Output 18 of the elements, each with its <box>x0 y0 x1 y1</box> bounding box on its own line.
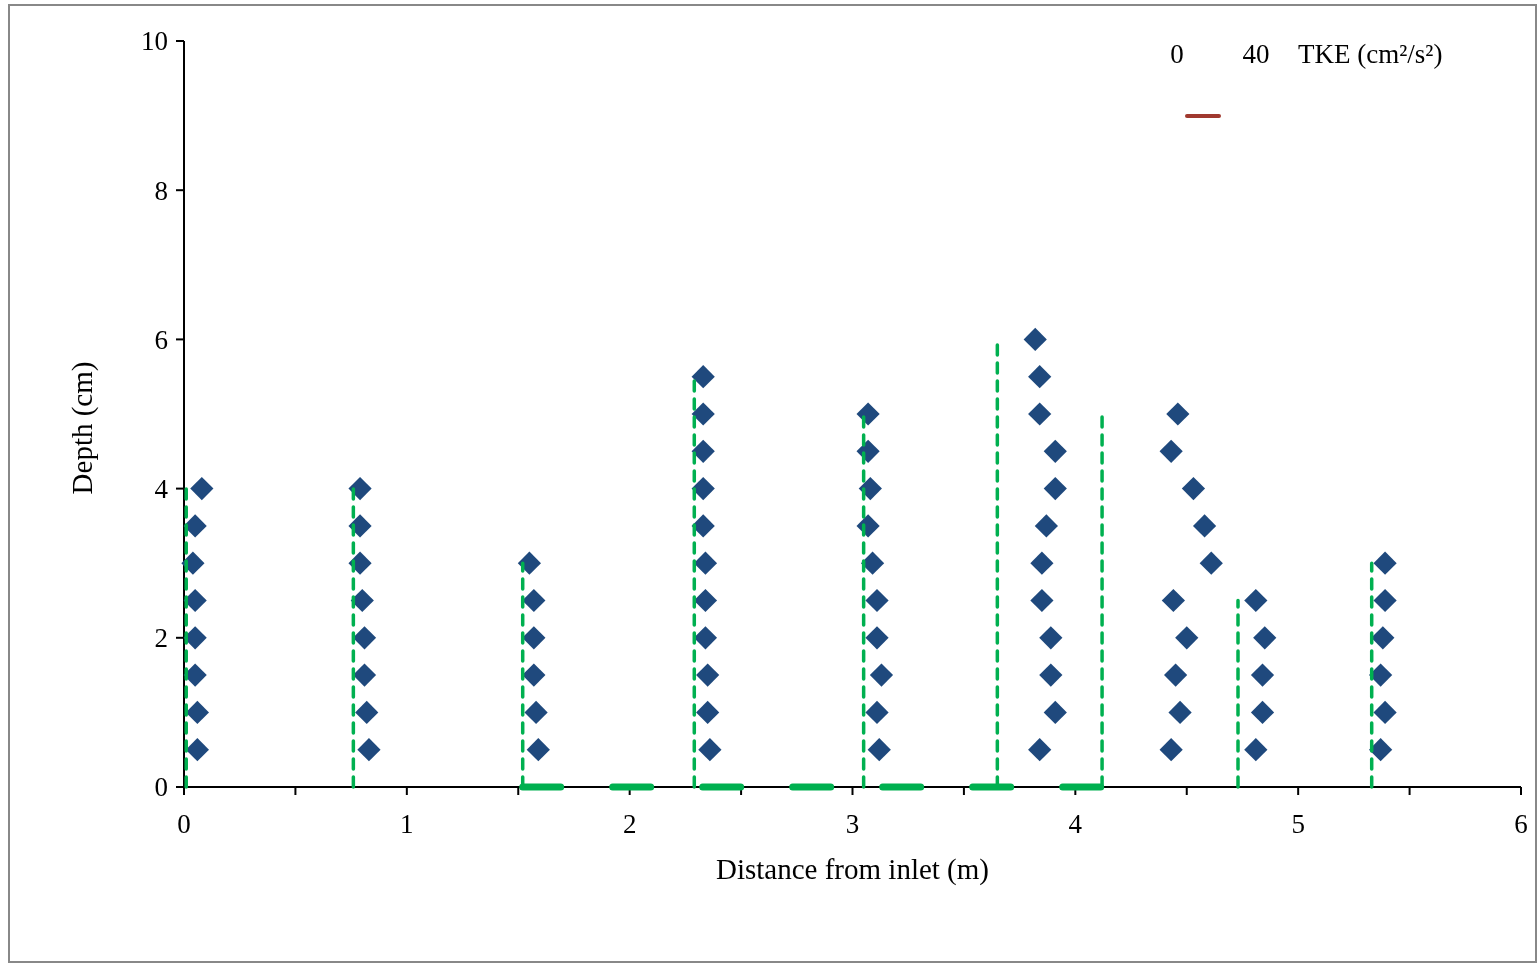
x-axis-title: Distance from inlet (m) <box>716 853 989 886</box>
x-tick-label: 4 <box>1068 809 1083 839</box>
x-tick-label: 3 <box>845 809 860 839</box>
y-tick-label: 10 <box>141 26 168 57</box>
y-tick-label: 4 <box>154 474 169 505</box>
y-tick-label: 0 <box>154 772 168 803</box>
x-tick-label: 6 <box>1514 809 1528 839</box>
y-tick-label: 2 <box>154 623 168 654</box>
x-tick-label: 1 <box>400 809 414 839</box>
y-axis-title: Depth (cm) <box>66 361 99 495</box>
annotation: TKE (cm²/s²) <box>1298 39 1443 69</box>
x-tick-label: 0 <box>177 809 191 839</box>
y-tick-label: 6 <box>154 324 168 355</box>
annotation: 40 <box>1242 39 1270 69</box>
annotation: 0 <box>1170 39 1184 69</box>
x-tick-label: 2 <box>622 809 637 839</box>
y-tick-label: 8 <box>154 175 168 206</box>
x-tick-label: 5 <box>1291 809 1305 839</box>
